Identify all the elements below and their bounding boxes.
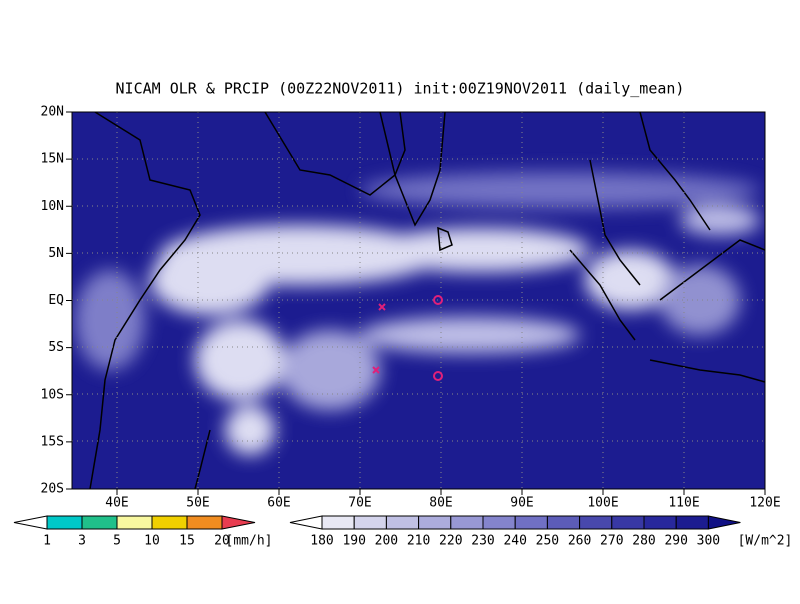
lon-label: 90E [510, 496, 533, 511]
colorbar-box [151, 515, 188, 530]
colorbar-box [579, 515, 613, 530]
lon-label: 40E [105, 496, 128, 511]
colorbar-label: 280 [632, 534, 655, 549]
colorbar-box [675, 515, 709, 530]
colorbar-unit: [mm/h] [226, 534, 273, 549]
colorbars: 1 3 5 10 15 20[mm/h] 180 190 200 210 220 230 240 250 2… [13, 515, 793, 549]
lat-label: 10N [41, 199, 64, 214]
lat-label: 20N [41, 105, 64, 120]
colorbar-label: 20 [214, 534, 230, 549]
colorbar-box [611, 515, 645, 530]
colorbar-label: 260 [568, 534, 591, 549]
colorbar-label: 15 [179, 534, 195, 549]
map-field [72, 112, 765, 489]
colorbar-box [46, 515, 83, 530]
colorbar-box [385, 515, 420, 530]
colorbar-label: 5 [113, 534, 121, 549]
colorbar-label: 10 [144, 534, 160, 549]
colorbar-box [418, 515, 452, 530]
lat-label: 10S [41, 387, 64, 402]
lon-label: 120E [749, 496, 780, 511]
lat-label: 20S [41, 482, 64, 497]
colorbar-unit: [W/m^2] [738, 534, 793, 549]
lon-label: 60E [267, 496, 290, 511]
colorbar-arrow [221, 515, 256, 530]
colorbar-box [321, 515, 355, 530]
title: NICAM OLR & PRCIP (00Z22NOV2011) init:00… [116, 80, 685, 98]
colorbar-arrow [13, 515, 48, 530]
colorbar-label: 1 [43, 534, 51, 549]
colorbar-box [353, 515, 387, 530]
colorbar-label: 250 [536, 534, 559, 549]
colorbar-box [514, 515, 548, 530]
lat-label: EQ [48, 293, 64, 308]
lon-label: 50E [186, 496, 209, 511]
lat-label: 15N [41, 152, 64, 167]
colorbar-label: 3 [78, 534, 86, 549]
colorbar-box [116, 515, 153, 530]
colorbar-box [546, 515, 581, 530]
colorbar-label: 200 [375, 534, 398, 549]
colorbar-label: 290 [664, 534, 687, 549]
lon-label: 110E [668, 496, 699, 511]
colorbar-label: 300 [697, 534, 720, 549]
colorbar-box [186, 515, 223, 530]
colorbar-label: 230 [471, 534, 494, 549]
lat-label: 5S [48, 340, 64, 355]
colorbar-label: 210 [407, 534, 430, 549]
lon-label: 100E [587, 496, 618, 511]
colorbar-box [450, 515, 484, 530]
colorbar-box [643, 515, 677, 530]
lat-label: 5N [48, 246, 64, 261]
colorbar-box [482, 515, 516, 530]
lat-label: 15S [41, 434, 64, 449]
colorbar-label: 180 [310, 534, 333, 549]
colorbar-label: 270 [600, 534, 623, 549]
colorbar-label: 190 [342, 534, 365, 549]
colorbar-label: 240 [503, 534, 526, 549]
lon-label: 70E [348, 496, 371, 511]
colorbar-box [81, 515, 118, 530]
axis-labels: 20N 15N 10N 5N EQ 5S 10S 15S 20S 40E 50E 60E 70E 80E 9… [41, 105, 781, 511]
colorbar-label: 220 [439, 534, 462, 549]
colorbar-arrow [289, 515, 323, 530]
colorbar-arrow [707, 515, 741, 530]
lon-label: 80E [429, 496, 452, 511]
